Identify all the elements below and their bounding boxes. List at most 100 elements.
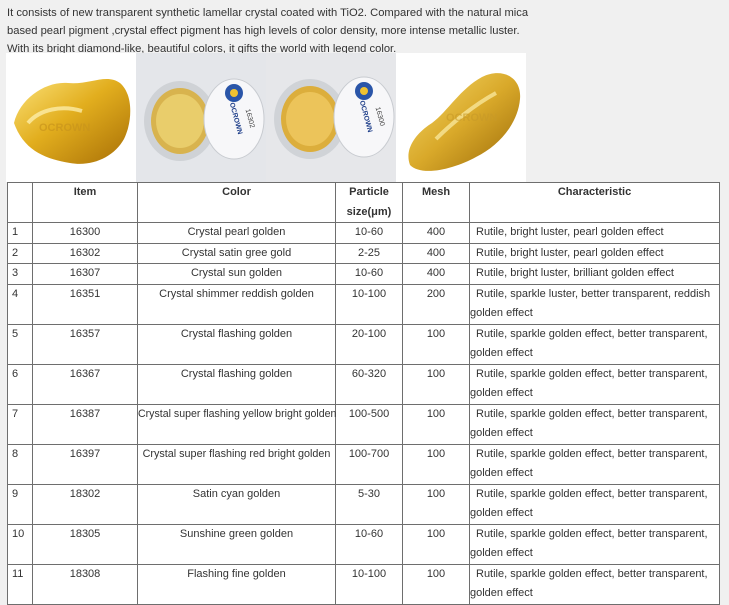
particle-size: 5-30 [335, 483, 403, 525]
color-name: Crystal super flashing red bright golden [137, 443, 336, 485]
mesh-value: 400 [402, 263, 470, 285]
table-row: 8 16397 Crystal super flashing red brigh… [7, 443, 720, 485]
watermark-text: OCROWN [39, 122, 90, 134]
particle-size: 10-60 [335, 263, 403, 285]
color-name: Sunshine green golden [137, 523, 336, 565]
characteristic-text: Rutile, sparkle golden effect, better tr… [470, 447, 708, 480]
mesh-value: 400 [402, 242, 470, 264]
characteristic-text: Rutile, sparkle golden effect, better tr… [470, 407, 708, 440]
mesh-value: 100 [402, 483, 470, 525]
particle-size: 10-60 [335, 222, 403, 244]
characteristic: Rutile, sparkle golden effect, better tr… [469, 563, 720, 605]
table-row: 2 16302 Crystal satin gree gold 2-25 400… [7, 242, 720, 264]
jar-code-text: 16302 [244, 108, 256, 129]
particle-size: 100-500 [335, 403, 403, 445]
characteristic: Rutile, sparkle golden effect, better tr… [469, 443, 720, 485]
mesh-value: 100 [402, 323, 470, 365]
table-row: 1 16300 Crystal pearl golden 10-60 400 R… [7, 222, 720, 244]
mesh-value: 100 [402, 523, 470, 565]
color-name: Crystal flashing golden [137, 363, 336, 405]
table-header-row: Item Color Particle size(μm) Mesh Charac… [7, 182, 720, 223]
item-code: 16357 [32, 323, 138, 365]
characteristic-text: Rutile, sparkle golden effect, better tr… [470, 527, 708, 560]
gold-speed-shape-photo: OCROWN [6, 53, 136, 182]
characteristic-text: Rutile, sparkle golden effect, better tr… [470, 327, 708, 360]
table-row: 3 16307 Crystal sun golden 10-60 400 Rut… [7, 263, 720, 285]
characteristic: Rutile, sparkle golden effect, better tr… [469, 323, 720, 365]
mesh-value: 200 [402, 283, 470, 325]
mesh-value: 400 [402, 222, 470, 244]
table-row: 10 18305 Sunshine green golden 10-60 100… [7, 523, 720, 565]
characteristic-text: Rutile, sparkle golden effect, better tr… [470, 367, 708, 400]
table-row: 4 16351 Crystal shimmer reddish golden 1… [7, 283, 720, 325]
characteristic-text: Rutile, sparkle golden effect, better tr… [470, 567, 708, 600]
characteristic-text: Rutile, bright luster, brilliant golden … [476, 267, 674, 279]
row-number: 7 [7, 403, 33, 445]
characteristic: Rutile, sparkle golden effect, better tr… [469, 363, 720, 405]
gold-speed-shape-photo-2: OCROWN [396, 53, 526, 182]
particle-size: 10-60 [335, 523, 403, 565]
item-code: 16367 [32, 363, 138, 405]
mesh-value: 100 [402, 403, 470, 445]
header-index [7, 182, 33, 223]
item-code: 16397 [32, 443, 138, 485]
characteristic: Rutile, sparkle golden effect, better tr… [469, 523, 720, 565]
table-row: 11 18308 Flashing fine golden 10-100 100… [7, 563, 720, 605]
characteristic-text: Rutile, sparkle golden effect, better tr… [470, 487, 708, 520]
row-number: 6 [7, 363, 33, 405]
characteristic: Rutile, bright luster, brilliant golden … [469, 263, 720, 285]
item-code: 18302 [32, 483, 138, 525]
color-name: Crystal flashing golden [137, 323, 336, 365]
row-number: 11 [7, 563, 33, 605]
intro-paragraph: It consists of new transparent synthetic… [7, 7, 529, 55]
table-row: 6 16367 Crystal flashing golden 60-320 1… [7, 363, 720, 405]
header-color: Color [137, 182, 336, 223]
pigment-spec-table: Item Color Particle size(μm) Mesh Charac… [7, 182, 720, 605]
particle-size: 100-700 [335, 443, 403, 485]
header-mesh: Mesh [402, 182, 470, 223]
color-name: Crystal pearl golden [137, 222, 336, 244]
row-number: 8 [7, 443, 33, 485]
characteristic-text: Rutile, bright luster, pearl golden effe… [476, 226, 664, 238]
item-code: 16351 [32, 283, 138, 325]
particle-size: 10-100 [335, 563, 403, 605]
particle-size: 10-100 [335, 283, 403, 325]
header-particle-size: Particle size(μm) [335, 182, 403, 223]
item-code: 16302 [32, 242, 138, 264]
color-name: Flashing fine golden [137, 563, 336, 605]
characteristic: Rutile, sparkle golden effect, better tr… [469, 403, 720, 445]
item-code: 18308 [32, 563, 138, 605]
color-name: Crystal super flashing yellow bright gol… [137, 403, 336, 445]
color-name: Crystal satin gree gold [137, 242, 336, 264]
product-photo-strip: OCROWN OCROWN 16302 OCROWN 16300 [6, 53, 526, 182]
mesh-value: 100 [402, 443, 470, 485]
row-number: 4 [7, 283, 33, 325]
row-number: 5 [7, 323, 33, 365]
pigment-jar-photo-1: OCROWN 16302 [136, 53, 266, 182]
characteristic-text: Rutile, sparkle luster, better transpare… [470, 287, 711, 320]
item-code: 16307 [32, 263, 138, 285]
item-code: 16387 [32, 403, 138, 445]
table-row: 5 16357 Crystal flashing golden 20-100 1… [7, 323, 720, 365]
table-row: 9 18302 Satin cyan golden 5-30 100 Rutil… [7, 483, 720, 525]
watermark-text: OCROWN [446, 112, 497, 124]
characteristic: Rutile, bright luster, pearl golden effe… [469, 222, 720, 244]
table-row: 7 16387 Crystal super flashing yellow br… [7, 403, 720, 445]
item-code: 16300 [32, 222, 138, 244]
item-code: 18305 [32, 523, 138, 565]
color-name: Satin cyan golden [137, 483, 336, 525]
row-number: 3 [7, 263, 33, 285]
particle-size: 20-100 [335, 323, 403, 365]
characteristic-text: Rutile, bright luster, pearl golden effe… [476, 246, 664, 259]
particle-size: 60-320 [335, 363, 403, 405]
mesh-value: 100 [402, 563, 470, 605]
color-name: Crystal shimmer reddish golden [137, 283, 336, 325]
mesh-value: 100 [402, 363, 470, 405]
particle-size: 2-25 [335, 242, 403, 264]
row-number: 2 [7, 242, 33, 264]
header-item: Item [32, 182, 138, 223]
characteristic: Rutile, sparkle luster, better transpare… [469, 283, 720, 325]
characteristic: Rutile, bright luster, pearl golden effe… [469, 242, 720, 264]
row-number: 1 [7, 222, 33, 244]
row-number: 10 [7, 523, 33, 565]
